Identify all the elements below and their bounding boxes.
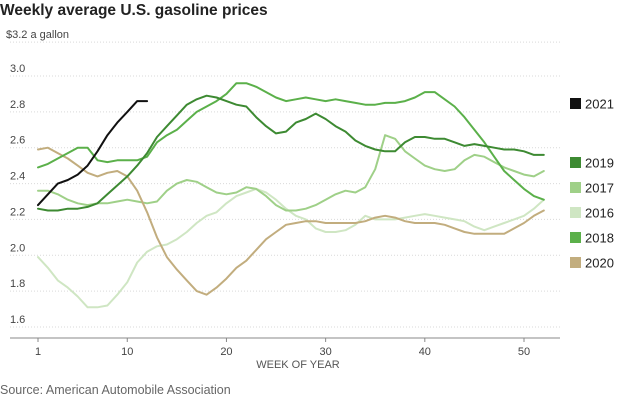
y-tick-label: 2.4 — [10, 171, 25, 183]
x-axis-title: WEEK OF YEAR — [256, 359, 340, 371]
y-tick-label: 2.2 — [10, 206, 25, 218]
legend-label-2020: 2020 — [585, 256, 614, 271]
y-tick-label: 3.0 — [10, 63, 25, 75]
x-tick-label: 30 — [320, 346, 332, 358]
source-note: Source: American Automobile Association — [0, 383, 231, 397]
y-tick-label: 2.8 — [10, 99, 25, 111]
series-line-2019 — [37, 94, 545, 212]
x-tick-label: 40 — [419, 346, 431, 358]
legend-swatch-2016 — [570, 207, 581, 218]
legend-swatch-2021 — [570, 98, 581, 109]
x-tick-label: 50 — [518, 346, 530, 358]
legend-swatch-2020 — [570, 257, 581, 268]
legend-label-2021: 2021 — [585, 97, 614, 112]
legend-swatch-2019 — [570, 157, 581, 168]
y-tick-label: 1.8 — [10, 278, 25, 290]
legend-label-2019: 2019 — [585, 156, 614, 171]
legend-label-2016: 2016 — [585, 206, 614, 221]
legend-label-2017: 2017 — [585, 181, 614, 196]
legend-swatch-2017 — [570, 182, 581, 193]
series-line-2017 — [37, 134, 545, 212]
series-line-2021 — [37, 100, 149, 207]
gridlines — [10, 75, 560, 328]
chart-title: Weekly average U.S. gasoline prices — [0, 2, 268, 19]
x-tick-label: 10 — [121, 346, 133, 358]
y-tick-label: 1.6 — [10, 314, 25, 326]
series-line-2018 — [37, 82, 545, 201]
y-tick-label: 2.6 — [10, 135, 25, 147]
x-tick-label: 1 — [35, 346, 41, 358]
x-tick-label: 20 — [220, 346, 232, 358]
legend-label-2018: 2018 — [585, 231, 614, 246]
y-axis-title: $3.2 a gallon — [6, 29, 69, 41]
series-line-2016 — [37, 187, 545, 309]
y-tick-label: 2.0 — [10, 242, 25, 254]
series-line-2020 — [37, 146, 545, 296]
legend-swatch-2018 — [570, 232, 581, 243]
